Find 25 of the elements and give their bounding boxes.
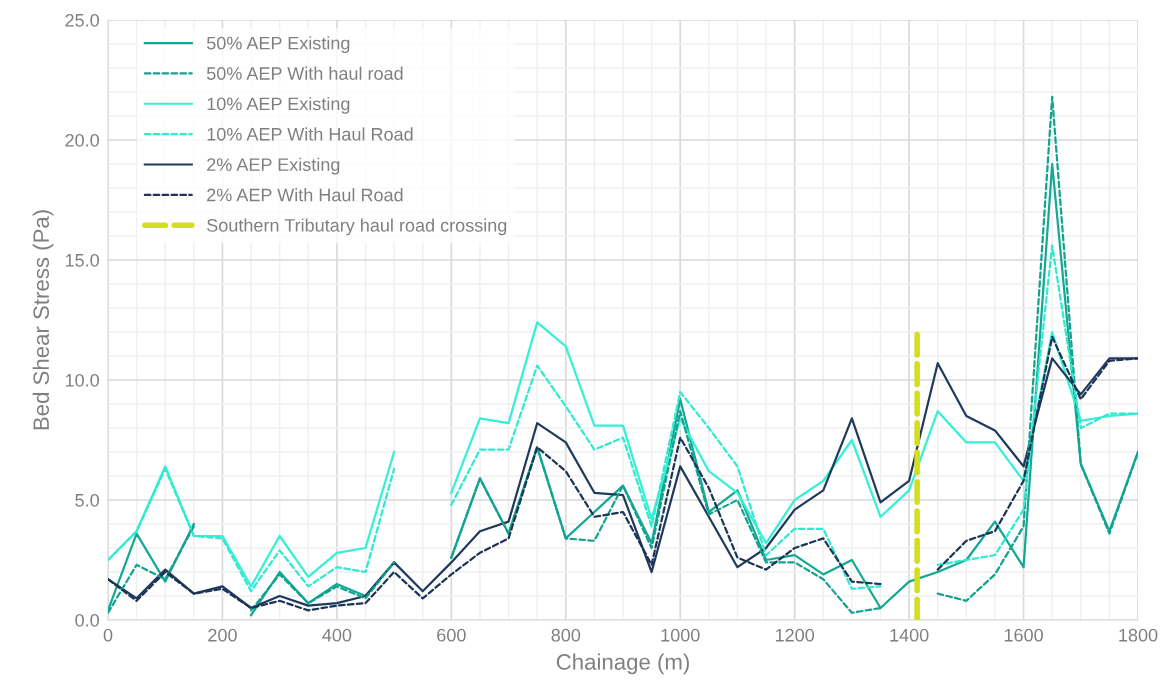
y-tick-label: 5.0 [75,493,99,507]
legend-label: 10% AEP Existing [207,97,350,114]
x-tick-label: 800 [551,628,581,642]
legend-label: 50% AEP Existing [206,36,350,54]
x-tick-label: 1400 [890,628,929,642]
x-tick-label: 600 [437,628,466,642]
y-tick-label: 10.0 [65,373,99,387]
y-tick-label: 20.0 [65,133,99,147]
legend-label: 50% AEP With haul road [206,66,403,80]
legend-label: Southern Tributary haul road crossing [207,218,507,236]
x-tick-label: 1200 [775,628,815,642]
y-tick-label: 15.0 [65,253,99,267]
x-tick-label: 200 [208,628,237,642]
legend-label: 10% AEP With Haul Road [207,127,413,141]
legend-label: 2% AEP With Haul Road [207,188,403,202]
legend-label: 2% AEP Existing [207,157,340,175]
x-axis-title: Chainage (m) [556,653,689,675]
y-axis-title: Bed Shear Stress (Pa) [32,210,54,430]
x-tick-label: 400 [322,628,352,642]
x-tick-label: 1800 [1119,628,1158,642]
x-tick-label: 1600 [1004,628,1043,642]
x-tick-label: 1000 [661,628,700,642]
x-tick-label: 0 [103,628,113,642]
y-tick-label: 0.0 [75,613,99,627]
y-tick-label: 25.0 [65,13,99,27]
